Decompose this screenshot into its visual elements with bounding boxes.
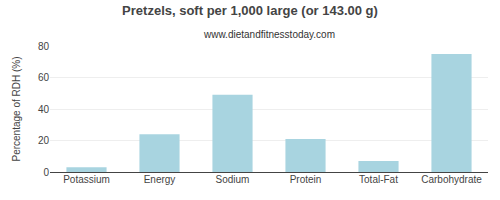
svg-text:Energy: Energy xyxy=(144,174,176,185)
svg-text:Carbohydrate: Carbohydrate xyxy=(421,174,482,185)
svg-text:60: 60 xyxy=(38,72,50,83)
svg-text:40: 40 xyxy=(38,104,50,115)
svg-text:www.dietandfitnesstoday.com: www.dietandfitnesstoday.com xyxy=(203,29,335,40)
svg-text:0: 0 xyxy=(43,167,49,178)
svg-text:Sodium: Sodium xyxy=(216,174,250,185)
svg-text:80: 80 xyxy=(38,41,50,52)
svg-text:Potassium: Potassium xyxy=(63,174,110,185)
svg-text:Total-Fat: Total-Fat xyxy=(359,174,398,185)
svg-text:20: 20 xyxy=(38,135,50,146)
svg-text:Pretzels, soft per 1,000 large: Pretzels, soft per 1,000 large (or 143.0… xyxy=(122,3,378,18)
svg-text:Percentage of RDH (%): Percentage of RDH (%) xyxy=(11,56,22,161)
svg-text:Protein: Protein xyxy=(290,174,322,185)
